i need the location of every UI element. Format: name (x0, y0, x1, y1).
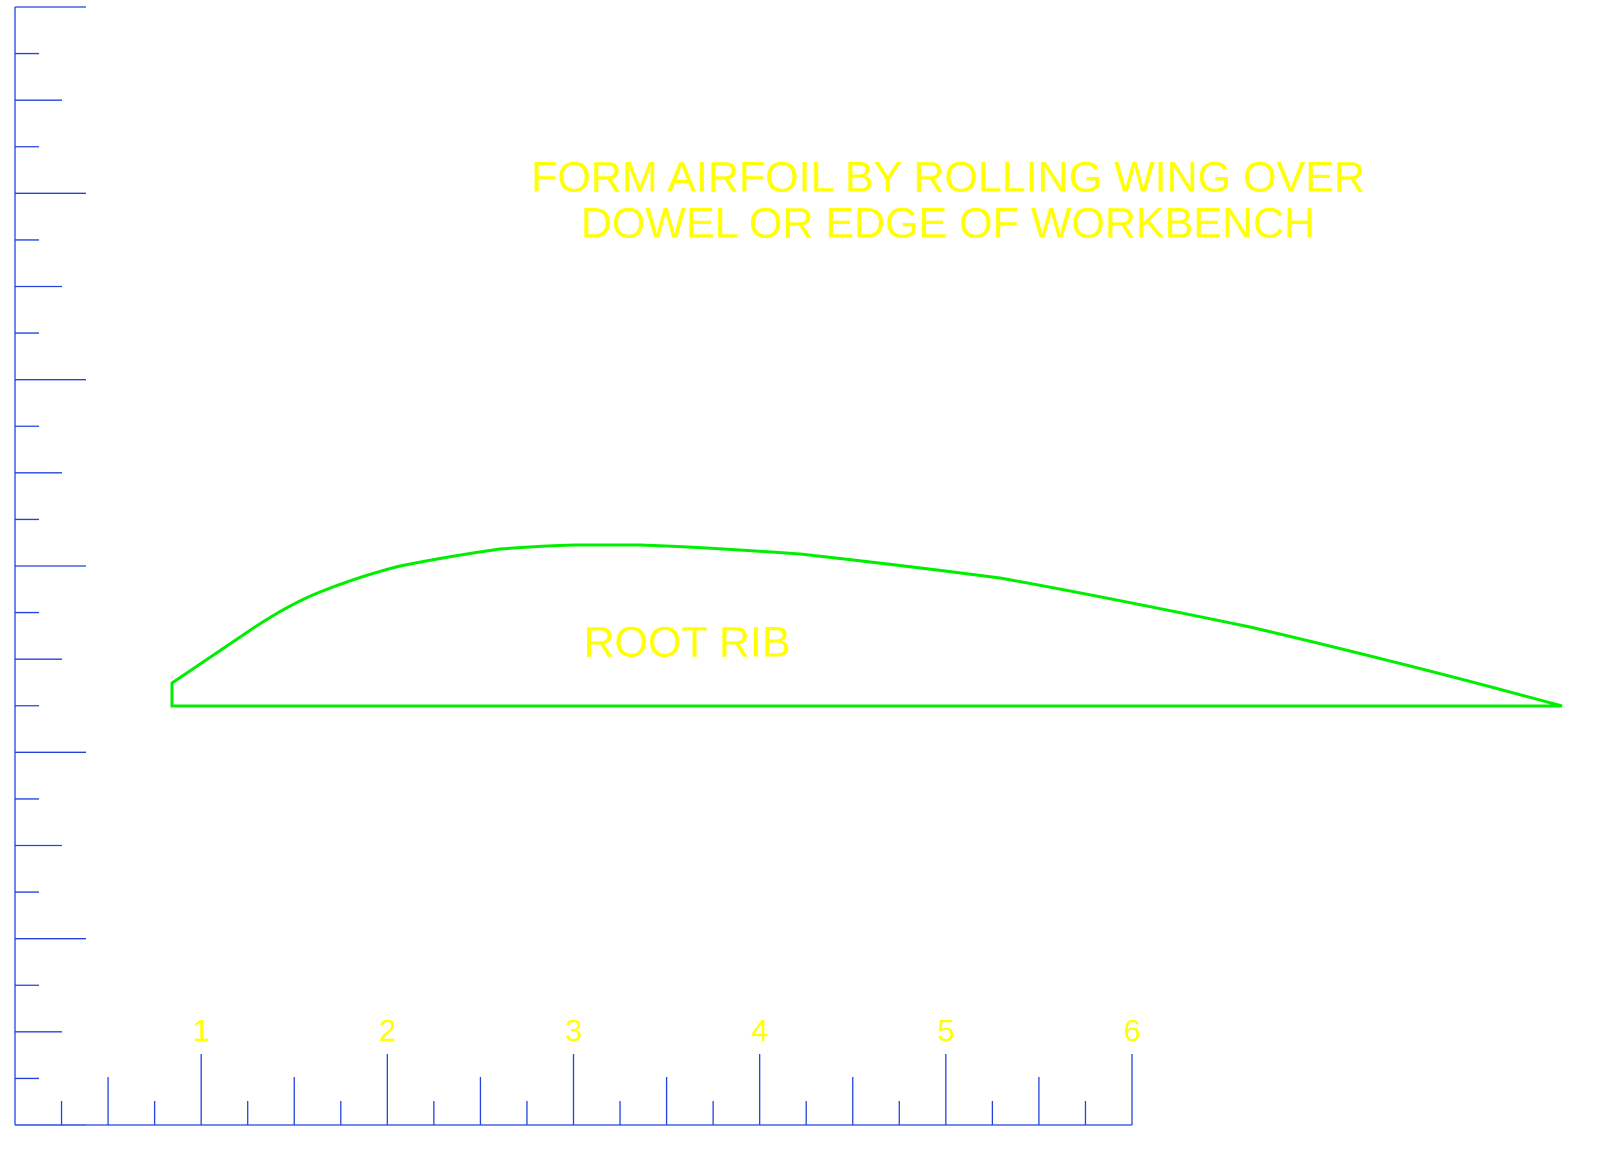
ruler-label: 4 (751, 1013, 768, 1048)
airfoil-outline (170, 543, 1563, 708)
ruler-label: 1 (193, 1013, 210, 1048)
note-line: FORM AIRFOIL BY ROLLING WING OVER (531, 153, 1365, 201)
ruler-label: 2 (379, 1013, 396, 1048)
ruler-label: 6 (1123, 1013, 1140, 1048)
note-line: DOWEL OR EDGE OF WORKBENCH (581, 199, 1315, 247)
ruler-label: 5 (937, 1013, 954, 1048)
rib-label: ROOT RIB (583, 618, 790, 666)
rulers (14, 6, 1133, 1126)
ruler-label: 3 (565, 1013, 582, 1048)
